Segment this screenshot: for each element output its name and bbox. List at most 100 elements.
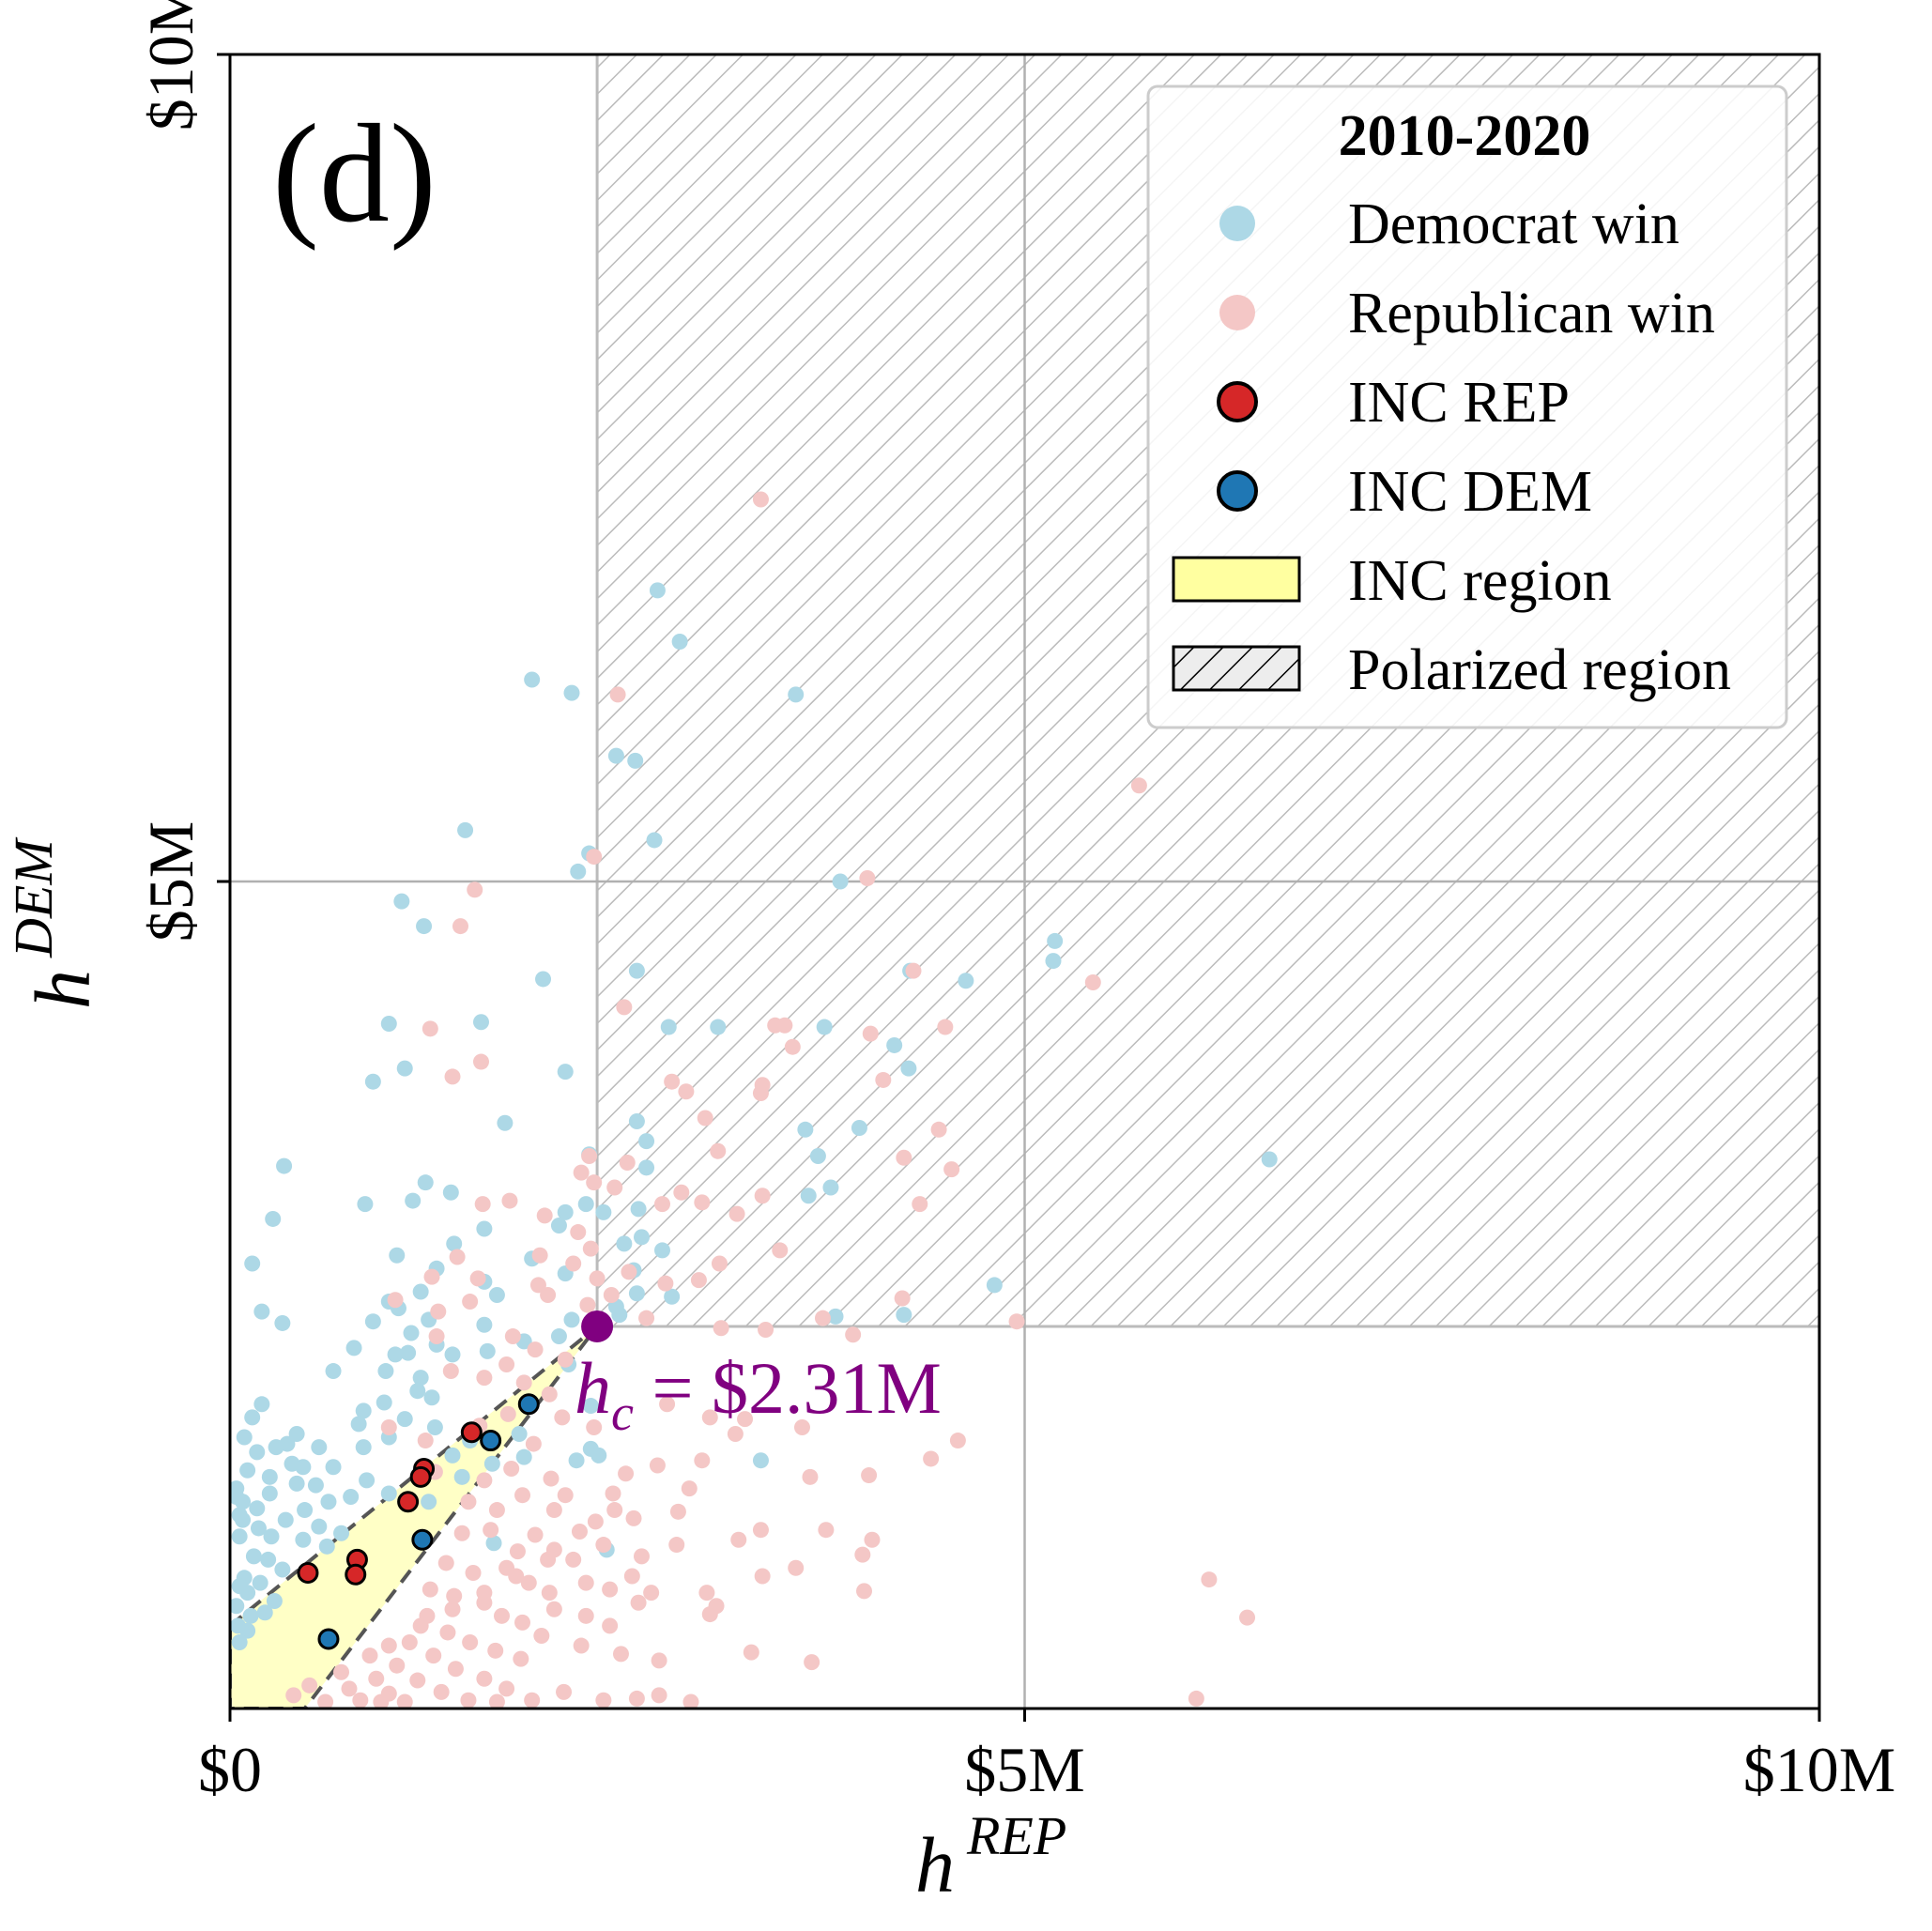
republican-win-point: [341, 1680, 358, 1697]
democrat-win-point: [570, 863, 587, 880]
democrat-win-point: [611, 1307, 628, 1324]
democrat-win-point: [393, 893, 410, 910]
republican-win-point: [802, 1468, 819, 1485]
democrat-win-point: [266, 1592, 283, 1609]
republican-win-point: [621, 1264, 637, 1280]
democrat-win-point: [1045, 953, 1062, 970]
democrat-win-point: [752, 1452, 769, 1469]
democrat-win-point: [515, 1448, 532, 1465]
democrat-win-point: [311, 1439, 328, 1456]
democrat-win-point: [244, 1255, 261, 1272]
republican-win-point: [501, 1192, 518, 1209]
republican-win-point: [462, 1634, 479, 1651]
democrat-win-point: [231, 1507, 248, 1524]
republican-win-point: [465, 1565, 482, 1582]
republican-win-point: [864, 1531, 881, 1548]
democrat-win-point: [389, 1247, 406, 1264]
republican-win-point: [862, 1025, 879, 1042]
legend-label: Polarized region: [1348, 638, 1731, 702]
inc-region: [230, 1325, 599, 1709]
democrat-win-point: [355, 1439, 372, 1456]
republican-win-point: [752, 1522, 769, 1539]
legend-patch: [1172, 556, 1301, 603]
republican-win-point: [690, 1272, 707, 1289]
democrat-win-point: [476, 1316, 493, 1333]
inc-rep-point: [345, 1563, 367, 1586]
republican-win-point: [730, 1531, 747, 1548]
democrat-win-point: [497, 1114, 514, 1131]
republican-win-point: [462, 1294, 479, 1310]
democrat-win-point: [345, 1340, 362, 1356]
legend-label: INC DEM: [1348, 460, 1592, 524]
democrat-win-point: [423, 1389, 440, 1406]
republican-win-point: [514, 1487, 531, 1504]
republican-win-point: [469, 1270, 486, 1287]
inc-dem-point: [317, 1628, 340, 1650]
republican-win-point: [937, 1019, 954, 1035]
republican-win-point: [498, 1680, 515, 1697]
democrat-win-point: [239, 1585, 256, 1602]
democrat-win-point: [403, 1325, 420, 1341]
democrat-win-point: [797, 1121, 814, 1138]
democrat-win-point: [417, 1174, 434, 1191]
democrat-win-point: [333, 1525, 350, 1541]
republican-win-point: [570, 1224, 587, 1241]
annotation-value: = $2.31M: [634, 1347, 942, 1429]
republican-win-point: [527, 1526, 544, 1543]
republican-win-point: [460, 1692, 477, 1709]
republican-win-point: [681, 1480, 698, 1497]
republican-win-point: [285, 1687, 302, 1704]
republican-win-point: [541, 1585, 558, 1602]
democrat-win-point: [318, 1538, 335, 1555]
democrat-win-point: [630, 1201, 647, 1218]
republican-win-point: [905, 962, 922, 979]
democrat-win-point: [325, 1459, 342, 1476]
republican-win-point: [401, 1634, 418, 1651]
democrat-win-point: [376, 1394, 392, 1411]
x-axis-ticks: $0 $5M $10M: [198, 1709, 1895, 1805]
legend-label: Democrat win: [1348, 192, 1679, 256]
democrat-win-point: [628, 962, 645, 979]
republican-win-point: [793, 1418, 810, 1435]
republican-win-point: [586, 1418, 603, 1435]
republican-win-point: [573, 1164, 590, 1181]
legend: 2010-2020 Democrat win Republican win INC …: [1146, 84, 1788, 729]
republican-win-point: [896, 1149, 912, 1166]
y-axis-ticks: $5M $10M: [135, 0, 230, 942]
republican-win-point: [476, 1370, 493, 1387]
democrat-win-point: [343, 1488, 360, 1505]
democrat-win-point: [444, 1447, 461, 1464]
inc-dem-points: [317, 1393, 540, 1650]
republican-win-point: [540, 1287, 557, 1303]
democrat-win-point: [664, 1288, 681, 1305]
democrat-win-point: [582, 1398, 599, 1415]
democrat-win-point: [377, 1363, 394, 1380]
republican-win-point: [694, 1452, 711, 1469]
republican-win-point: [444, 1601, 461, 1617]
democrat-win-point: [253, 1303, 270, 1320]
republican-win-point: [368, 1670, 385, 1687]
republican-win-point: [682, 1693, 699, 1709]
republican-win-point: [814, 1310, 831, 1326]
republican-win-point: [710, 1142, 727, 1159]
democrat-win-point: [253, 1396, 270, 1413]
republican-win-point: [425, 1647, 442, 1664]
republican-win-point: [428, 1328, 445, 1345]
republican-win-point: [577, 1607, 594, 1624]
republican-win-point: [602, 1617, 619, 1634]
democrat-win-point: [671, 634, 688, 651]
republican-win-point: [430, 1303, 447, 1320]
x-tick-label: $5M: [964, 1734, 1084, 1805]
democrat-win-point: [483, 1455, 500, 1472]
democrat-win-point: [446, 1235, 463, 1252]
republican-win-point: [472, 1053, 489, 1070]
republican-win-point: [612, 1646, 629, 1663]
democrat-win-point: [359, 1472, 376, 1489]
democrat-win-point: [252, 1574, 268, 1591]
republican-win-point: [508, 1568, 525, 1585]
republican-win-point: [545, 1601, 562, 1617]
inc-dem-point: [517, 1393, 540, 1416]
inc-dem-point: [411, 1528, 434, 1551]
republican-win-point: [513, 1650, 529, 1667]
